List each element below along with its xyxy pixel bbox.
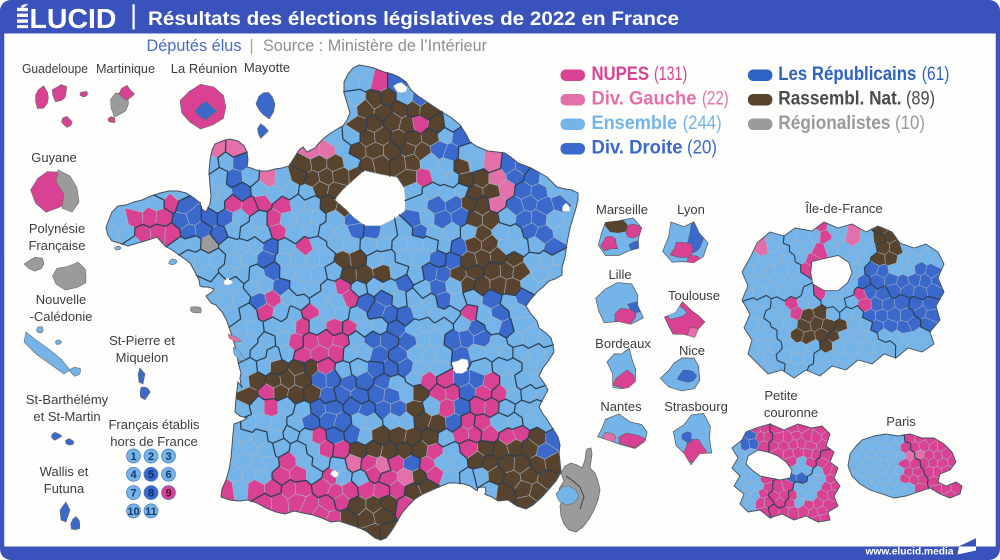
svg-text:-Calédonie: -Calédonie bbox=[30, 309, 93, 324]
svg-text:(89): (89) bbox=[906, 88, 935, 110]
svg-text:Guadeloupe: Guadeloupe bbox=[22, 62, 88, 76]
svg-text:Source : Ministère de l’Intéri: Source : Ministère de l’Intérieur bbox=[263, 36, 487, 55]
svg-text:Mayotte: Mayotte bbox=[244, 60, 290, 75]
svg-text:NUPES: NUPES bbox=[592, 63, 650, 85]
svg-text:3: 3 bbox=[165, 451, 171, 463]
svg-text:(10): (10) bbox=[895, 112, 925, 134]
svg-text:7: 7 bbox=[130, 488, 136, 500]
svg-text:Petite: Petite bbox=[764, 388, 797, 403]
svg-text:Martinique: Martinique bbox=[96, 62, 155, 76]
svg-text:St-Pierre et: St-Pierre et bbox=[109, 333, 175, 348]
svg-text:Rassembl. Nat.: Rassembl. Nat. bbox=[778, 88, 901, 110]
svg-text:Marseille: Marseille bbox=[596, 202, 648, 217]
svg-text:8: 8 bbox=[148, 488, 154, 500]
svg-text:Div. Droite: Div. Droite bbox=[592, 137, 683, 159]
svg-text:couronne: couronne bbox=[764, 405, 818, 420]
svg-text:6: 6 bbox=[165, 469, 171, 481]
svg-text:Française: Française bbox=[28, 238, 85, 253]
svg-text:Français établis: Français établis bbox=[108, 417, 200, 432]
svg-text:|: | bbox=[250, 37, 254, 54]
svg-text:(244): (244) bbox=[683, 112, 722, 134]
svg-text:Nouvelle: Nouvelle bbox=[36, 292, 87, 307]
svg-text:Les Républicains: Les Républicains bbox=[778, 63, 916, 85]
svg-text:Paris: Paris bbox=[886, 414, 916, 429]
svg-text:5: 5 bbox=[148, 469, 154, 481]
svg-text:Polynésie: Polynésie bbox=[29, 221, 85, 236]
svg-text:(20): (20) bbox=[687, 137, 717, 159]
svg-text:Strasbourg: Strasbourg bbox=[664, 399, 728, 414]
svg-text:Futuna: Futuna bbox=[44, 481, 85, 496]
svg-text:Lyon: Lyon bbox=[677, 202, 705, 217]
svg-text:Régionalistes: Régionalistes bbox=[778, 112, 890, 134]
svg-text:www.elucid.media: www.elucid.media bbox=[864, 547, 953, 558]
svg-text:Lille: Lille bbox=[608, 267, 631, 282]
svg-text:Députés élus: Députés élus bbox=[147, 36, 242, 55]
svg-text:10: 10 bbox=[127, 506, 139, 518]
svg-text:(131): (131) bbox=[654, 63, 687, 85]
svg-text:Div. Gauche: Div. Gauche bbox=[592, 88, 697, 110]
svg-text:LUCID: LUCID bbox=[30, 3, 117, 34]
svg-text:1: 1 bbox=[130, 451, 136, 463]
svg-text:La Réunion: La Réunion bbox=[171, 61, 238, 76]
svg-text:Île-de-France: Île-de-France bbox=[804, 201, 882, 216]
svg-text:Bordeaux: Bordeaux bbox=[595, 336, 651, 351]
svg-text:Guyane: Guyane bbox=[31, 150, 77, 165]
svg-text:hors de France: hors de France bbox=[110, 434, 197, 449]
svg-text:Nice: Nice bbox=[679, 343, 705, 358]
svg-text:et St-Martin: et St-Martin bbox=[33, 409, 100, 424]
svg-text:11: 11 bbox=[145, 506, 157, 518]
svg-text:Toulouse: Toulouse bbox=[668, 288, 720, 303]
svg-text:4: 4 bbox=[130, 469, 137, 481]
svg-text:Résultats des élections législ: Résultats des élections législatives de … bbox=[148, 8, 679, 30]
svg-text:Miquelon: Miquelon bbox=[116, 350, 169, 365]
svg-text:St-Barthélémy: St-Barthélémy bbox=[26, 392, 109, 407]
svg-text:Nantes: Nantes bbox=[600, 399, 642, 414]
svg-text:Ensemble: Ensemble bbox=[592, 112, 678, 134]
svg-text:(61): (61) bbox=[922, 63, 950, 85]
svg-text:Wallis et: Wallis et bbox=[40, 464, 89, 479]
svg-text:(22): (22) bbox=[702, 88, 729, 110]
svg-text:2: 2 bbox=[148, 451, 154, 463]
svg-text:9: 9 bbox=[165, 488, 171, 500]
